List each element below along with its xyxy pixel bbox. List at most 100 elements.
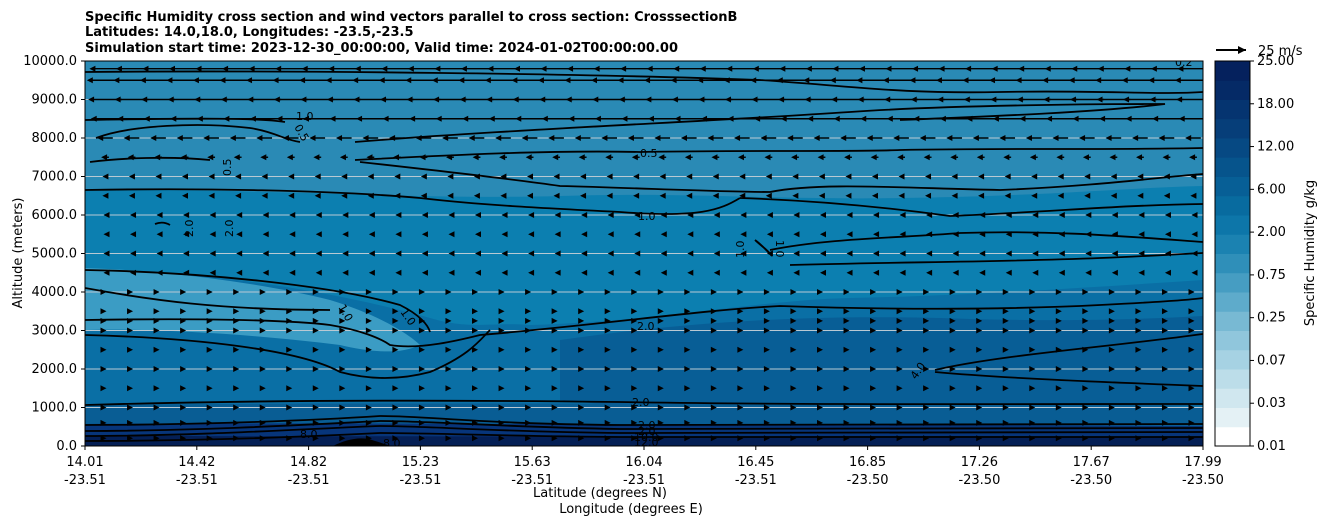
wind-arrow bbox=[754, 115, 783, 122]
wind-arrow bbox=[926, 269, 933, 276]
wind-arrow bbox=[1164, 269, 1171, 276]
wind-arrow bbox=[833, 115, 863, 122]
wind-arrow bbox=[949, 317, 956, 324]
wind-arrow bbox=[952, 250, 959, 257]
wind-arrow bbox=[713, 269, 720, 276]
wind-arrow bbox=[312, 366, 319, 372]
contour-line bbox=[85, 415, 1203, 427]
wind-arrow bbox=[817, 154, 826, 161]
wind-arrow bbox=[845, 192, 852, 199]
wind-arrow bbox=[289, 250, 296, 257]
wind-arrow bbox=[100, 308, 107, 315]
wind-arrow bbox=[897, 154, 905, 161]
wind-arrow bbox=[1108, 385, 1115, 392]
wind-arrow bbox=[208, 192, 215, 199]
wind-arrow bbox=[737, 419, 744, 426]
wind-arrow bbox=[793, 250, 800, 257]
wind-arrow bbox=[394, 192, 401, 199]
quiver-key-arrowhead-icon bbox=[1238, 46, 1246, 54]
wind-arrow bbox=[710, 404, 717, 411]
wind-arrow bbox=[1125, 115, 1155, 122]
wind-arrow bbox=[313, 154, 322, 161]
wind-arrow bbox=[923, 289, 930, 295]
wind-arrow bbox=[727, 115, 757, 122]
wind-arrow bbox=[949, 346, 956, 353]
wind-arrow bbox=[365, 289, 372, 295]
x-tick-label-lon: -23.51 bbox=[64, 473, 106, 488]
wind-arrow bbox=[392, 419, 399, 426]
y-axis-label: Altitude (meters) bbox=[11, 198, 26, 309]
wind-arrow bbox=[554, 231, 561, 238]
wind-arrow bbox=[627, 135, 644, 141]
wind-arrow bbox=[923, 346, 930, 353]
wind-arrow bbox=[896, 366, 903, 372]
wind-arrow bbox=[206, 308, 213, 315]
x-tick-label-lat: 17.67 bbox=[1073, 455, 1110, 470]
wind-arrow bbox=[710, 435, 717, 442]
wind-arrow bbox=[816, 366, 823, 372]
wind-arrow bbox=[1084, 192, 1091, 199]
wind-arrow bbox=[448, 231, 455, 238]
wind-arrow bbox=[236, 231, 243, 238]
wind-arrow bbox=[395, 212, 402, 218]
wind-arrow bbox=[999, 135, 1016, 141]
colorbar-band bbox=[1215, 369, 1250, 389]
wind-arrow bbox=[792, 192, 799, 199]
wind-arrow bbox=[601, 135, 617, 141]
wind-arrow bbox=[681, 135, 697, 141]
wind-arrow bbox=[1135, 327, 1142, 334]
wind-arrow bbox=[1055, 366, 1062, 372]
wind-arrow bbox=[739, 192, 746, 199]
wind-arrow bbox=[710, 308, 717, 315]
contour-line bbox=[769, 231, 1203, 251]
wind-arrow bbox=[1082, 404, 1089, 411]
wind-arrow bbox=[472, 327, 479, 334]
wind-arrow bbox=[787, 135, 803, 141]
wind-arrow bbox=[288, 192, 295, 199]
wind-arrow bbox=[286, 317, 293, 324]
wind-arrow bbox=[393, 154, 401, 161]
title-line-3: Simulation start time: 2023-12-30_00:00:… bbox=[85, 41, 678, 56]
wind-arrow bbox=[660, 269, 667, 276]
wind-arrow bbox=[1032, 250, 1039, 257]
wind-arrow bbox=[1031, 192, 1038, 199]
colorbar-band bbox=[1215, 195, 1250, 216]
wind-arrow bbox=[127, 289, 134, 295]
wind-arrow bbox=[816, 346, 823, 353]
wind-arrow bbox=[1189, 154, 1197, 161]
wind-arrow bbox=[992, 115, 1022, 122]
wind-arrow bbox=[448, 250, 455, 257]
contour-label: 1.0 bbox=[773, 240, 786, 258]
wind-arrow bbox=[979, 250, 986, 257]
wind-arrow bbox=[342, 269, 349, 276]
wind-arrow bbox=[684, 419, 691, 426]
colorbar-band bbox=[1215, 61, 1250, 81]
wind-arrow bbox=[790, 327, 797, 334]
wind-arrow bbox=[1005, 212, 1012, 218]
wind-arrow bbox=[448, 212, 455, 218]
wind-arrow bbox=[686, 192, 693, 199]
wind-arrow bbox=[312, 435, 319, 442]
wind-arrow bbox=[339, 289, 346, 295]
colorbar-tick-label: 0.25 bbox=[1257, 311, 1286, 326]
wind-arrow bbox=[155, 192, 162, 199]
wind-arrow bbox=[249, 115, 279, 122]
contour-line bbox=[95, 124, 301, 143]
wind-arrow bbox=[100, 317, 107, 324]
wind-arrow bbox=[966, 115, 996, 122]
wind-arrow bbox=[631, 289, 638, 295]
wind-arrow bbox=[409, 115, 438, 122]
wind-arrow bbox=[1108, 419, 1115, 426]
wind-arrow bbox=[1158, 135, 1175, 141]
wind-arrow bbox=[1055, 317, 1062, 324]
wind-arrow bbox=[367, 192, 374, 199]
wind-arrow bbox=[1055, 385, 1062, 392]
wind-arrow bbox=[657, 317, 664, 324]
wind-arrow bbox=[500, 173, 507, 180]
wind-arrow bbox=[127, 154, 136, 161]
wind-arrow bbox=[1029, 289, 1036, 295]
wind-arrow bbox=[604, 366, 611, 372]
wind-arrow bbox=[606, 192, 613, 199]
wind-arrow bbox=[206, 317, 213, 324]
wind-arrow bbox=[1002, 404, 1009, 411]
